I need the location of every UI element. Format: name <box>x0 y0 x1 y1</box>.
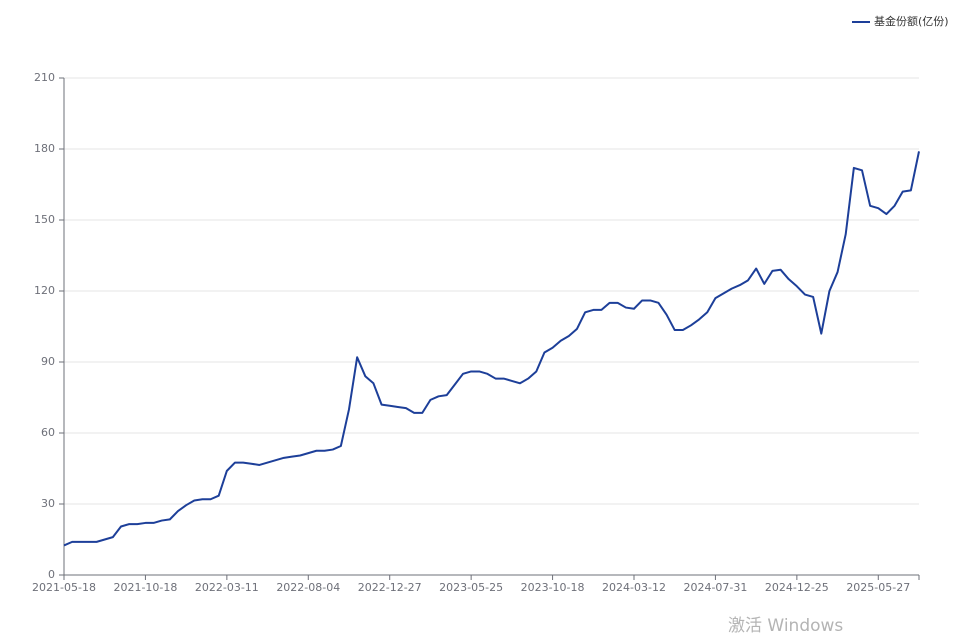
x-tick-label: 2022-12-27 <box>358 581 422 594</box>
y-tick-label: 0 <box>48 568 55 581</box>
x-tick-label: 2024-07-31 <box>683 581 747 594</box>
x-tick-label: 2022-08-04 <box>276 581 340 594</box>
y-tick-label: 150 <box>34 213 55 226</box>
y-tick-label: 180 <box>34 142 55 155</box>
y-tick-label: 120 <box>34 284 55 297</box>
x-tick-label: 2024-03-12 <box>602 581 666 594</box>
series-line <box>63 151 920 547</box>
y-tick-label: 60 <box>41 426 55 439</box>
x-tick-label: 2024-12-25 <box>765 581 829 594</box>
legend-label: 基金份额(亿份) <box>874 14 949 28</box>
x-tick-label: 2021-10-18 <box>113 581 177 594</box>
x-tick-label: 2023-05-25 <box>439 581 503 594</box>
x-tick-label: 2021-05-18 <box>32 581 96 594</box>
y-tick-label: 30 <box>41 497 55 510</box>
x-tick-label: 2022-03-11 <box>195 581 259 594</box>
x-tick-label: 2023-10-18 <box>521 581 585 594</box>
watermark: 激活 Windows <box>728 616 843 636</box>
x-tick-label: 2025-05-27 <box>846 581 910 594</box>
y-tick-label: 90 <box>41 355 55 368</box>
y-tick-label: 210 <box>34 71 55 84</box>
